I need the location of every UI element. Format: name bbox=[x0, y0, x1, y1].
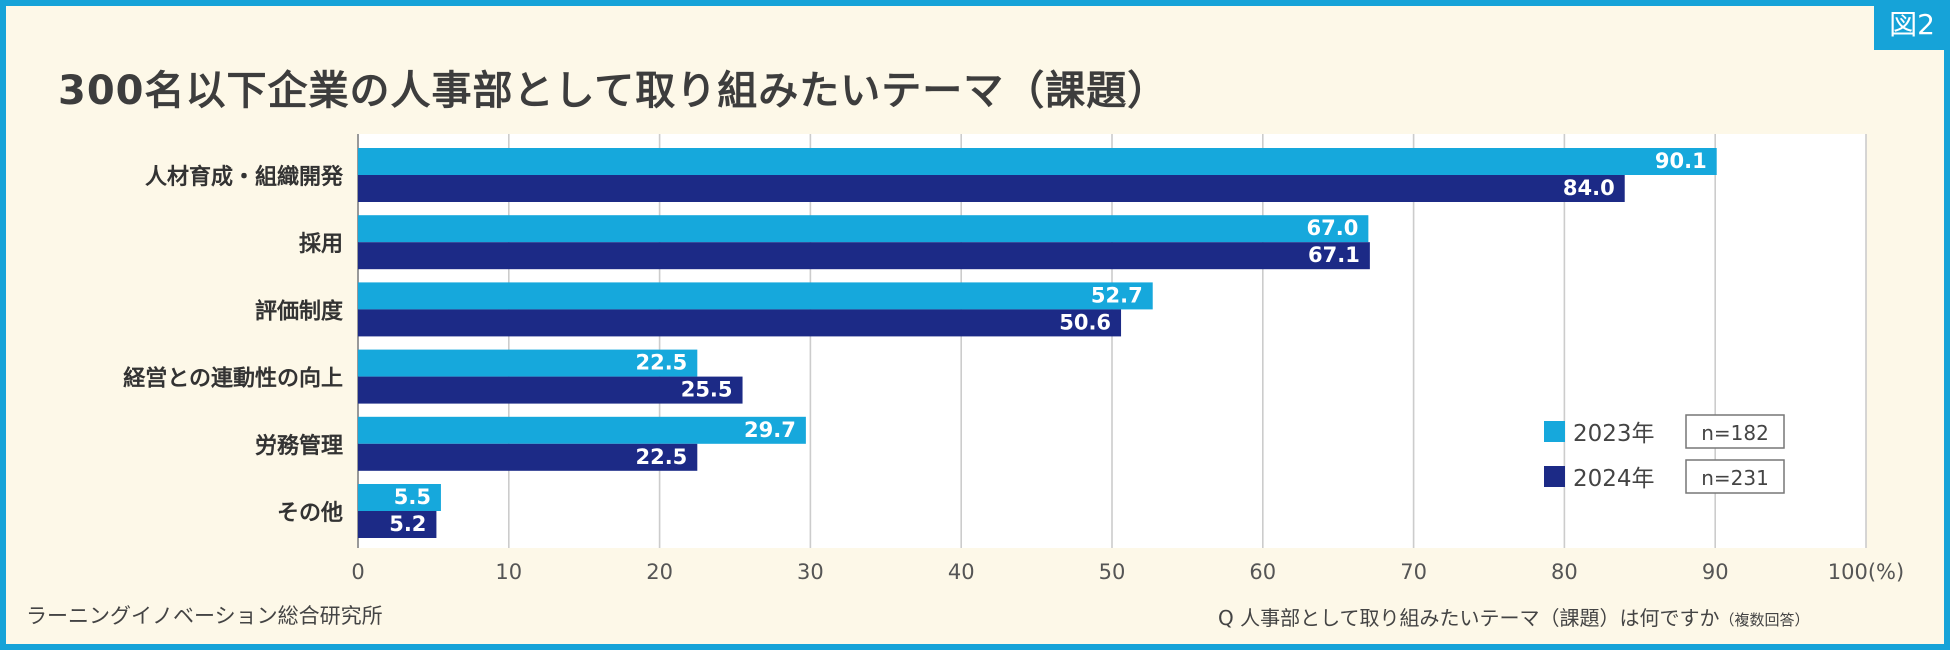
bar-2024 bbox=[358, 443, 698, 471]
bar-2024 bbox=[358, 376, 743, 404]
survey-question: Q 人事部として取り組みたいテーマ（課題）は何ですか（複数回答） bbox=[1218, 602, 1810, 631]
figure-number-badge: 図2 bbox=[1874, 0, 1950, 50]
bar-2023 bbox=[358, 282, 1153, 310]
legend-label: 2024年 bbox=[1573, 466, 1655, 492]
category-label: 経営との連動性の向上 bbox=[123, 366, 343, 392]
data-label: 25.5 bbox=[681, 378, 733, 402]
x-tick-label: 90 bbox=[1702, 560, 1729, 584]
bar-2024 bbox=[358, 309, 1122, 337]
legend-swatch bbox=[1544, 466, 1565, 487]
sample-size-box bbox=[1685, 414, 1785, 449]
question-text: Q 人事部として取り組みたいテーマ（課題）は何ですか bbox=[1218, 606, 1720, 630]
data-label: 90.1 bbox=[1655, 149, 1707, 173]
x-tick-label: 0 bbox=[351, 560, 364, 584]
data-label: 29.7 bbox=[744, 418, 796, 442]
data-label: 50.6 bbox=[1059, 310, 1111, 334]
sample-size-label: n=231 bbox=[1701, 466, 1769, 490]
category-label: 労務管理 bbox=[255, 433, 343, 459]
data-label: 22.5 bbox=[635, 351, 687, 375]
data-label: 5.5 bbox=[394, 485, 431, 509]
bar-2023 bbox=[358, 484, 441, 511]
bar-2023 bbox=[358, 349, 698, 377]
bar-2024 bbox=[358, 175, 1625, 202]
category-label: 評価制度 bbox=[255, 298, 344, 324]
data-label: 52.7 bbox=[1091, 283, 1143, 307]
x-tick-label: 80 bbox=[1551, 560, 1578, 584]
sample-size-label: n=182 bbox=[1701, 421, 1769, 445]
data-label: 22.5 bbox=[635, 445, 687, 469]
category-label: 採用 bbox=[299, 232, 343, 257]
bar-2023 bbox=[358, 416, 806, 444]
bar-2024 bbox=[358, 242, 1370, 270]
category-label: 人材育成・組織開発 bbox=[145, 164, 344, 190]
x-tick-label: 50 bbox=[1099, 560, 1126, 584]
data-label: 67.0 bbox=[1307, 216, 1359, 240]
x-tick-label: 60 bbox=[1249, 560, 1276, 584]
bar-2023 bbox=[358, 148, 1717, 175]
data-label: 67.1 bbox=[1308, 243, 1360, 267]
bar-2024 bbox=[358, 511, 437, 538]
x-tick-label: 70 bbox=[1400, 560, 1427, 584]
data-label: 5.2 bbox=[389, 512, 426, 536]
x-tick-label: 40 bbox=[948, 560, 975, 584]
legend-label: 2023年 bbox=[1573, 421, 1655, 447]
source-label: ラーニングイノベーション総合研究所 bbox=[26, 604, 383, 628]
legend-swatch bbox=[1544, 421, 1565, 442]
chart-title: 300名以下企業の人事部として取り組みたいテーマ（課題） bbox=[58, 68, 1169, 114]
data-label: 84.0 bbox=[1563, 176, 1615, 200]
x-tick-label: 30 bbox=[797, 560, 824, 584]
x-tick-label: 10 bbox=[495, 560, 522, 584]
category-label: その他 bbox=[277, 501, 343, 526]
sample-size-box bbox=[1685, 459, 1785, 494]
bar-2023 bbox=[358, 215, 1369, 243]
x-tick-label: 20 bbox=[646, 560, 673, 584]
x-tick-label: 100(%) bbox=[1828, 560, 1904, 584]
question-note: （複数回答） bbox=[1719, 611, 1810, 629]
